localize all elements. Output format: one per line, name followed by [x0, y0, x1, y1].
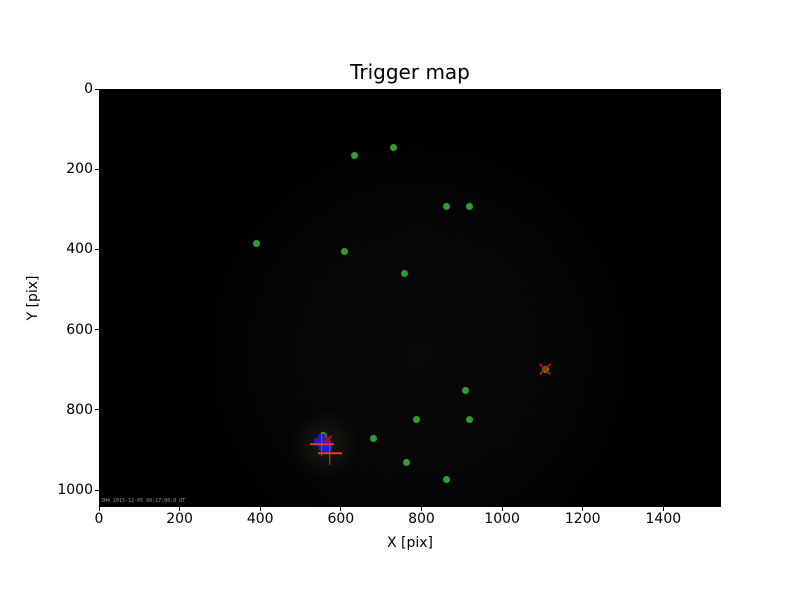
triggered-pixels-marker	[400, 269, 408, 277]
y-tick	[95, 88, 99, 90]
y-tick	[95, 248, 99, 250]
x-tick-label: 600	[327, 511, 355, 527]
triggered-pixels-marker	[369, 434, 377, 442]
x-tick	[662, 507, 664, 511]
triggered-pixels-marker	[412, 415, 420, 423]
x-tick-label: 400	[246, 511, 274, 527]
x-axis-label: X [pix]	[386, 535, 434, 551]
x-tick	[501, 507, 503, 511]
x-tick	[582, 507, 584, 511]
y-tick-label: 1000	[57, 482, 93, 499]
timestamp-overlay: JH4 2015-12-05 00:17:00.0 UT	[101, 498, 186, 504]
y-tick-label: 0	[84, 81, 93, 97]
x-tick	[259, 507, 261, 511]
x-tick	[340, 507, 342, 511]
y-tick	[95, 329, 99, 331]
x-tick	[420, 507, 422, 511]
x-tick-label: 200	[166, 511, 193, 527]
x-tick-label: 1200	[564, 511, 601, 527]
triggered-pixels-marker	[350, 151, 358, 159]
triggered-pixels-marker	[340, 248, 348, 256]
y-tick-label: 400	[66, 241, 93, 258]
x-tick-label: 1400	[645, 511, 682, 527]
y-tick-label: 200	[66, 161, 93, 178]
triggered-pixels-marker	[465, 202, 473, 210]
x-tick-label: 800	[408, 511, 435, 527]
y-tick-label: 800	[66, 401, 93, 418]
x-tick-label: 0	[94, 511, 104, 527]
x-tick-label: 1000	[484, 511, 520, 527]
triggered-pixels-marker	[461, 386, 469, 394]
y-tick	[95, 409, 99, 411]
triggered-pixels-marker	[442, 203, 450, 211]
figure-title: Trigger map	[350, 60, 470, 84]
triggered-pixels-marker	[389, 144, 397, 152]
y-tick	[95, 168, 99, 170]
camera-image: JH4 2015-12-05 00:17:00.0 UT	[99, 89, 721, 507]
x-tick	[98, 507, 100, 511]
triggered-pixels-marker	[252, 239, 260, 247]
y-tick	[95, 489, 99, 491]
triggered-pixels-marker	[402, 458, 410, 466]
triggered-pixels-marker	[465, 415, 473, 423]
triggered-pixels-marker	[442, 475, 450, 483]
y-tick-label: 600	[66, 321, 93, 338]
x-tick	[179, 507, 181, 511]
